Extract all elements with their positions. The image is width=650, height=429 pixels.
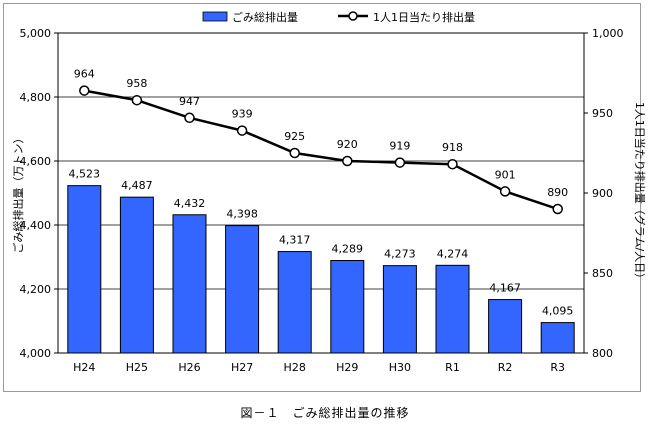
bar-value-label: 4,523 (69, 168, 101, 181)
line-point (394, 157, 406, 168)
line-value-label: 947 (179, 95, 200, 108)
bar (330, 260, 365, 354)
bar-value-label: 4,432 (174, 197, 206, 210)
x-tick-label: H25 (126, 361, 148, 374)
line-point (131, 94, 143, 106)
x-tick-label: H27 (231, 361, 253, 374)
bar (225, 225, 260, 354)
bar-value-label: 4,289 (332, 243, 364, 256)
y-tick-label: 4,000 (20, 347, 52, 360)
x-tick-label: H29 (336, 361, 358, 374)
x-tick-label: H24 (73, 361, 95, 374)
line-series (84, 89, 559, 211)
y2-tick-label: 850 (592, 267, 613, 280)
line-value-label: 919 (389, 140, 410, 153)
y-axis-title: ごみ総排出量（万トン） (11, 133, 25, 254)
bar (67, 185, 102, 354)
bar (119, 196, 154, 354)
x-tick-label: H30 (389, 361, 411, 374)
bar-value-label: 4,274 (437, 247, 469, 260)
line-point (184, 112, 195, 124)
x-tick-label: H28 (284, 361, 306, 374)
line-value-label: 890 (547, 186, 568, 199)
x-tick-label: H26 (178, 361, 200, 374)
line-value-label: 958 (126, 77, 147, 90)
y-tick-label: 4,600 (20, 155, 52, 168)
line-value-label: 901 (495, 168, 516, 181)
bar-value-label: 4,273 (384, 248, 416, 261)
bar-value-label: 4,167 (489, 282, 521, 295)
x-tick-label: R2 (498, 361, 513, 374)
line-point (552, 203, 563, 215)
bar-value-label: 4,487 (121, 179, 153, 192)
x-tick-label: R3 (550, 361, 565, 374)
line-point (342, 155, 353, 167)
y-tick-label: 4,400 (20, 219, 52, 232)
bar (382, 265, 417, 354)
figure-caption: 図－１ ごみ総排出量の推移 (240, 406, 410, 420)
y2-axis-title: 1人1日当たり排出量（グラム/人日） (633, 102, 647, 284)
bar-value-label: 4,317 (279, 234, 311, 247)
line-value-label: 939 (232, 108, 253, 121)
bar (488, 299, 523, 354)
y2-tick-label: 900 (592, 187, 613, 200)
x-tick-label: R1 (445, 361, 460, 374)
waste-chart: 4,000 4,200 4,400 4,600 4,800 5,000 800 850 900 9… (11, 10, 647, 374)
line-point (236, 125, 248, 136)
line-point (447, 158, 458, 170)
y2-tick-label: 950 (592, 107, 613, 120)
line-value-label: 920 (337, 138, 358, 151)
line-point (289, 147, 300, 159)
legend-bar-swatch (202, 11, 228, 22)
y2-tick-label: 800 (592, 347, 613, 360)
y-tick-label: 4,200 (20, 283, 52, 296)
legend-line-label: 1人1日当たり排出量 (373, 10, 475, 24)
line-value-label: 964 (74, 68, 95, 81)
bar-value-label: 4,398 (226, 208, 258, 221)
y-tick-label: 4,800 (20, 91, 52, 104)
y2-tick-label: 1,000 (592, 27, 624, 40)
line-value-label: 925 (284, 130, 305, 143)
bar (540, 322, 575, 354)
bar-value-label: 4,095 (542, 305, 574, 318)
bar (172, 214, 207, 354)
bar (277, 251, 312, 354)
bar (435, 264, 470, 354)
y-tick-label: 5,000 (20, 27, 52, 40)
legend-bar-label: ごみ総排出量 (232, 10, 298, 24)
line-value-label: 918 (442, 141, 463, 154)
legend-line-marker (348, 11, 358, 21)
line-point (79, 85, 90, 96)
line-point (499, 186, 511, 197)
